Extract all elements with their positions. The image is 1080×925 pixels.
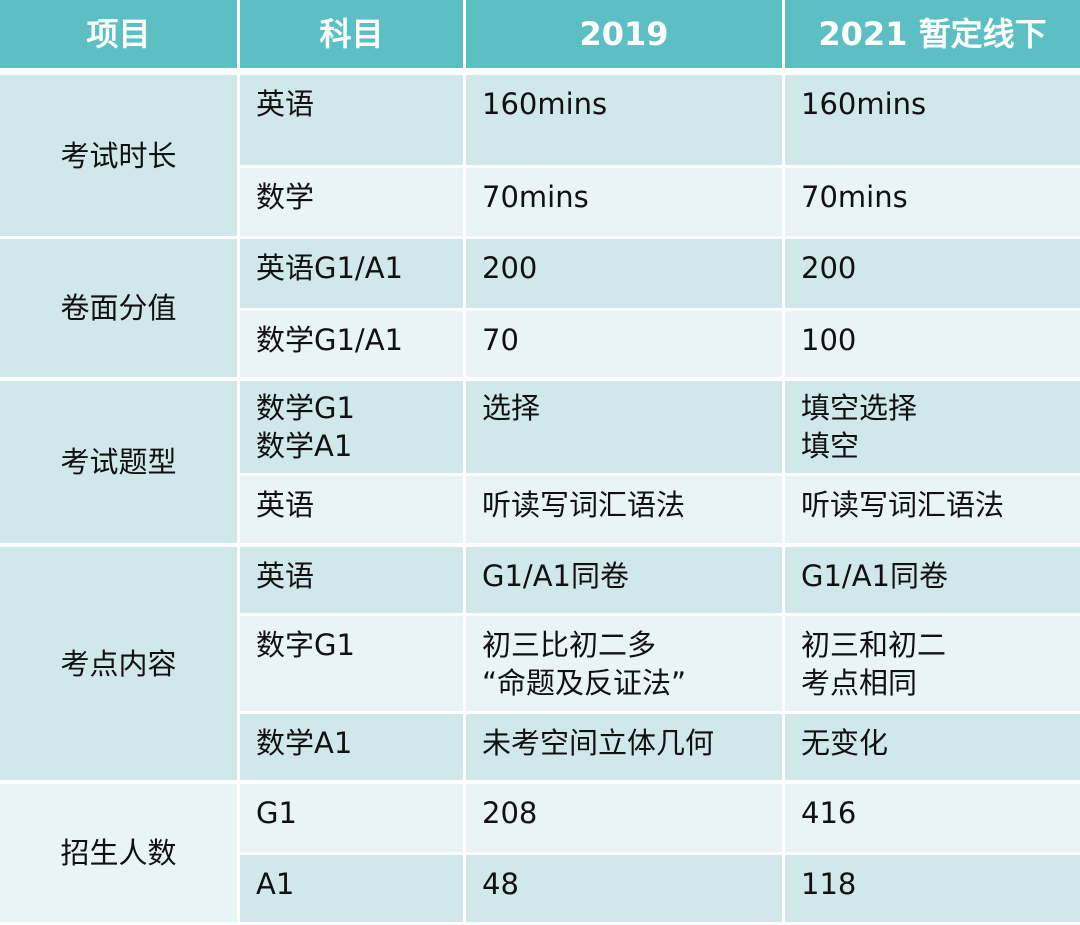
value-2019: 未考空间立体几何 <box>466 714 782 780</box>
group-label: 考试时长 <box>0 75 237 236</box>
header-2019: 2019 <box>466 0 782 68</box>
value-2021: 118 <box>785 855 1080 922</box>
value-2019: 初三比初二多 “命题及反证法” <box>466 616 782 711</box>
value-2019: 听读写词汇语法 <box>466 476 782 543</box>
subject-cell: G1 <box>240 784 463 852</box>
subject-cell: 数学A1 <box>240 714 463 780</box>
value-2021: 416 <box>785 784 1080 852</box>
value-2019: 208 <box>466 784 782 852</box>
value-2019: 200 <box>466 239 782 308</box>
subject-cell: 英语 <box>240 75 463 165</box>
subject-cell: 数学G1 数学A1 <box>240 381 463 473</box>
group-label: 招生人数 <box>0 784 237 922</box>
value-2021: 160mins <box>785 75 1080 165</box>
value-2019: 70 <box>466 311 782 377</box>
subject-cell: A1 <box>240 855 463 922</box>
value-2021: G1/A1同卷 <box>785 547 1080 613</box>
subject-cell: 数字G1 <box>240 616 463 711</box>
group-label: 考点内容 <box>0 547 237 780</box>
value-2019: 48 <box>466 855 782 922</box>
subject-cell: 英语G1/A1 <box>240 239 463 308</box>
value-2021: 听读写词汇语法 <box>785 476 1080 543</box>
group-label: 考试题型 <box>0 381 237 543</box>
header-2021: 2021 暂定线下 <box>785 0 1080 68</box>
value-2019: 70mins <box>466 168 782 236</box>
subject-cell: 数学G1/A1 <box>240 311 463 377</box>
subject-cell: 数学 <box>240 168 463 236</box>
value-2021: 70mins <box>785 168 1080 236</box>
subject-cell: 英语 <box>240 476 463 543</box>
value-2019: 选择 <box>466 381 782 473</box>
value-2019: 160mins <box>466 75 782 165</box>
value-2021: 初三和初二 考点相同 <box>785 616 1080 711</box>
value-2021: 填空选择 填空 <box>785 381 1080 473</box>
header-item: 项目 <box>0 0 237 68</box>
value-2019: G1/A1同卷 <box>466 547 782 613</box>
value-2021: 无变化 <box>785 714 1080 780</box>
header-subject: 科目 <box>240 0 463 68</box>
value-2021: 100 <box>785 311 1080 377</box>
subject-cell: 英语 <box>240 547 463 613</box>
group-label: 卷面分值 <box>0 239 237 377</box>
value-2021: 200 <box>785 239 1080 308</box>
